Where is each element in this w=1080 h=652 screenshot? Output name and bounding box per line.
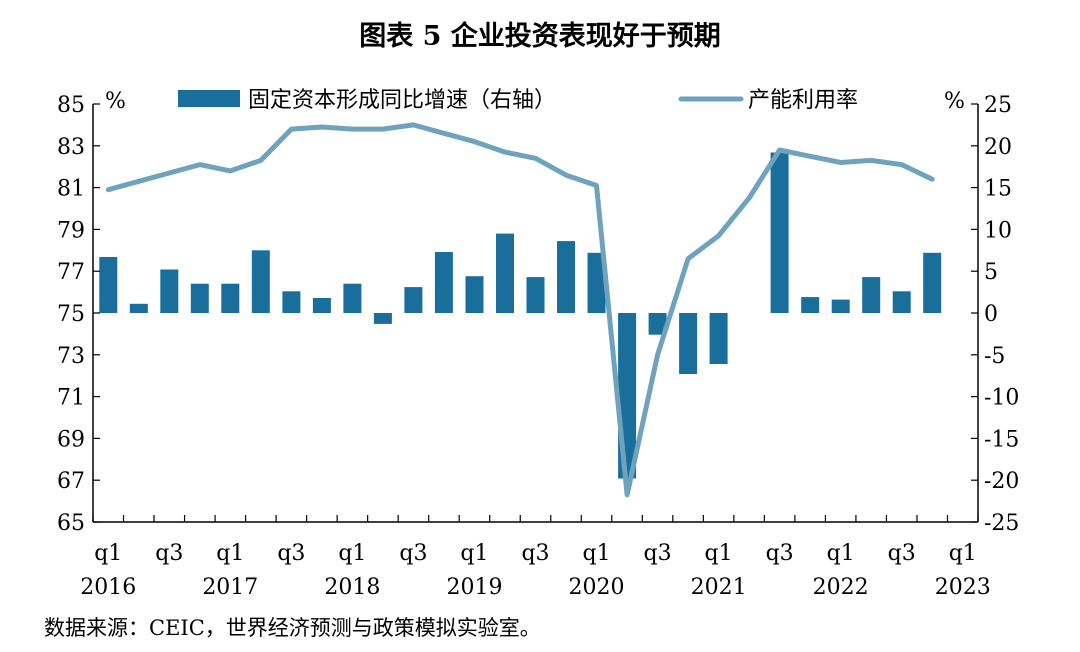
left-tick-label: 83 [57,135,85,160]
bar-2018q4 [434,252,453,313]
bars-layer [99,152,942,479]
x-tick-label-quarter: q1 [460,541,488,566]
x-tick-label-quarter: q1 [582,541,610,566]
legend: 固定资本形成同比增速（右轴） 产能利用率 [178,88,858,113]
bar-2021q1 [709,313,728,364]
x-tick-label-quarter: q1 [705,541,733,566]
right-tick-label: -20 [984,469,1019,494]
bar-2019q4 [557,241,575,313]
bar-2022q4 [923,252,942,313]
left-tick-label: 71 [57,386,85,411]
x-tick-label-quarter: q3 [766,541,794,566]
x-tick-label-year: 2023 [935,575,991,600]
right-tick-label: 10 [984,218,1012,243]
right-tick-label: -15 [984,427,1019,452]
line-series-capacity-utilization [105,122,935,498]
bar-2022q2 [862,277,881,313]
x-tick-label-quarter: q3 [888,541,916,566]
bar-2020q3 [648,313,667,335]
right-tick-label: 5 [984,260,998,285]
legend-bar-swatch [178,90,240,107]
bar-2016q3 [160,269,179,313]
left-tick-label: 67 [57,469,85,494]
bar-2016q2 [129,303,148,313]
legend-bar-label: 固定资本形成同比增速（右轴） [248,88,556,113]
bar-2022q3 [892,291,911,313]
left-tick-label: 75 [57,302,85,327]
bar-2019q3 [526,277,545,313]
x-tick-label-quarter: q1 [216,541,244,566]
bar-2016q1 [99,257,118,313]
legend-line-label: 产能利用率 [748,88,858,113]
right-tick-label: -25 [984,511,1019,536]
bar-2018q2 [373,313,392,324]
right-tick-label: -5 [984,344,1005,369]
bar-2018q1 [343,283,362,313]
bar-2017q1 [221,283,240,313]
right-tick-label: -10 [984,386,1019,411]
source-note: 数据来源：CEIC，世界经济预测与政策模拟实验室。 [44,616,541,640]
x-tick-label-year: 2021 [691,575,747,600]
bar-2020q4 [679,313,698,374]
x-tick-label-year: 2017 [202,575,258,600]
x-tick-label-quarter: q3 [277,541,305,566]
x-tick-label-quarter: q1 [94,541,122,566]
bar-2018q3 [404,287,423,313]
left-tick-label: 85 [57,93,85,118]
x-tick-label-quarter: q3 [399,541,427,566]
x-tick-label-quarter: q1 [827,541,855,566]
x-tick-label-quarter: q3 [521,541,549,566]
bar-2016q4 [190,283,209,313]
left-tick-label: 73 [57,344,85,369]
right-tick-label: 20 [984,135,1012,160]
left-axis-unit: % [105,89,126,114]
left-tick-label: 69 [57,427,85,452]
x-tick-label-year: 2019 [446,575,502,600]
x-tick-label-year: 2020 [569,575,625,600]
chart-title: 图表 5 企业投资表现好于预期 [359,21,721,52]
right-tick-label: 0 [984,302,998,327]
x-tick-label-quarter: q1 [949,541,977,566]
x-tick-label-year: 2016 [80,575,136,600]
right-tick-label: 15 [984,177,1012,202]
bar-2022q1 [831,299,850,313]
bar-2020q1 [587,252,606,313]
left-tick-label: 81 [57,177,85,202]
line-layer [105,122,935,498]
left-tick-label: 79 [57,218,85,243]
x-tick-label-quarter: q1 [338,541,366,566]
bar-2021q3 [770,152,789,313]
bar-2019q2 [496,233,514,313]
right-axis-unit: % [944,89,965,114]
x-tick-label-quarter: q3 [644,541,672,566]
bar-2019q1 [465,276,484,313]
x-tick-label-year: 2022 [813,575,869,600]
bar-2021q4 [801,297,820,313]
bar-2017q4 [312,298,331,313]
right-tick-label: 25 [984,93,1012,118]
left-tick-label: 77 [57,260,85,285]
x-tick-label-quarter: q3 [155,541,183,566]
bar-2017q2 [251,250,270,313]
x-tick-label-year: 2018 [324,575,380,600]
bar-2017q3 [282,291,301,313]
axes-layer: 65 67 69 71 73 75 77 79 81 83 85 -25 -20 -15 -10 -5 0 5 10… [57,93,1019,600]
left-tick-label: 65 [57,511,85,536]
